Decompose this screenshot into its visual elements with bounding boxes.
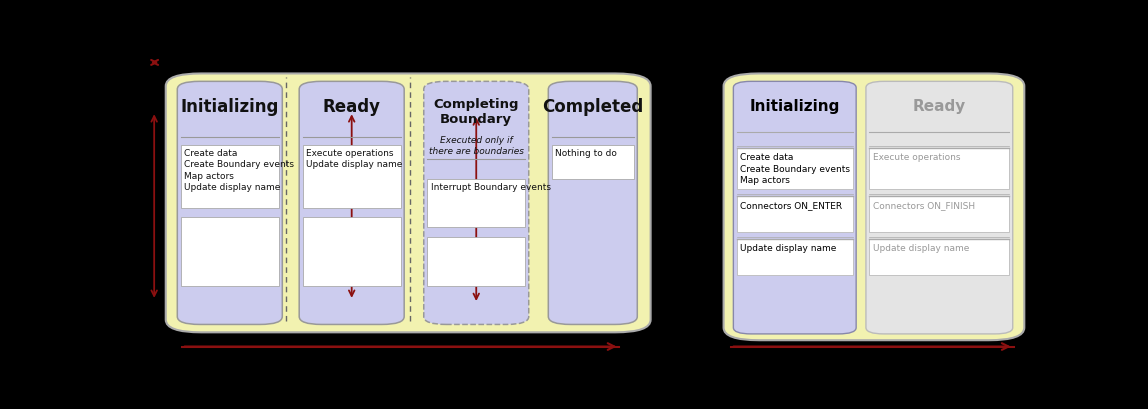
Text: Nothing to do: Nothing to do [556,148,618,157]
Text: Execute operations
Update display name: Execute operations Update display name [307,148,403,169]
Bar [427,237,525,286]
FancyBboxPatch shape [424,82,529,325]
Text: Completed: Completed [542,98,643,116]
Text: Connectors ON_FINISH: Connectors ON_FINISH [874,200,975,209]
Bar [869,197,1009,232]
Text: Initializing: Initializing [750,99,840,113]
Bar [181,145,279,208]
Text: Ready: Ready [913,99,965,113]
Text: Completing
Boundary: Completing Boundary [434,98,519,126]
Bar [869,149,1009,189]
FancyBboxPatch shape [177,82,282,325]
FancyBboxPatch shape [723,74,1024,340]
FancyBboxPatch shape [549,82,637,325]
Bar [737,149,853,189]
Bar [737,197,853,232]
Text: Connectors ON_ENTER: Connectors ON_ENTER [740,200,843,209]
Bar [427,179,525,228]
Bar [737,240,853,275]
FancyBboxPatch shape [300,82,404,325]
Bar [181,218,279,286]
Text: Ready: Ready [323,98,381,116]
Text: Update display name: Update display name [874,243,969,252]
Text: Create data
Create Boundary events
Map actors
Update display name: Create data Create Boundary events Map a… [185,148,294,191]
FancyBboxPatch shape [866,82,1013,334]
Text: Create data
Create Boundary events
Map actors: Create data Create Boundary events Map a… [740,153,851,184]
FancyBboxPatch shape [165,74,651,333]
FancyBboxPatch shape [734,82,856,334]
Text: Execute operations: Execute operations [874,153,961,162]
Bar [303,145,401,208]
Bar [552,145,634,179]
Bar [869,240,1009,275]
Text: Interrupt Boundary events: Interrupt Boundary events [430,182,551,191]
Text: Initializing: Initializing [180,98,279,116]
Text: Update display name: Update display name [740,243,837,252]
Bar [303,218,401,286]
Text: Executed only if
there are boundaries: Executed only if there are boundaries [428,135,523,155]
